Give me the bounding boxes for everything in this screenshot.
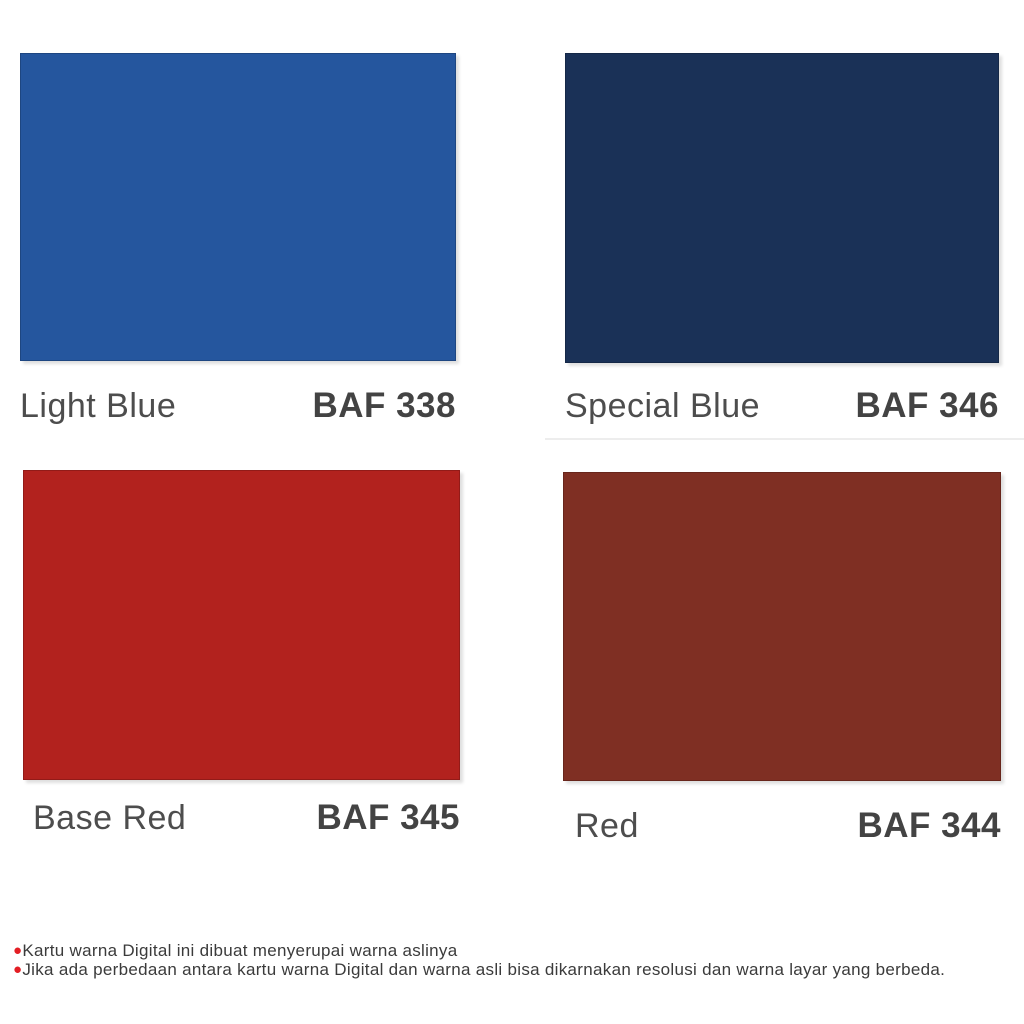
color-swatch — [565, 53, 999, 363]
swatch-code: BAF 345 — [316, 798, 460, 837]
swatch-name: Special Blue — [565, 387, 761, 425]
swatch-name: Light Blue — [20, 387, 177, 425]
color-swatch — [23, 470, 460, 780]
swatch-label-row: Base Red BAF 345 — [23, 798, 460, 838]
swatch-name: Base Red — [33, 799, 187, 837]
divider — [545, 438, 1024, 440]
disclaimer-line: ●Jika ada perbedaan antara kartu warna D… — [13, 960, 1013, 979]
swatch-label-row: Light Blue BAF 338 — [20, 386, 456, 426]
color-swatch — [20, 53, 456, 361]
disclaimer: ●Kartu warna Digital ini dibuat menyerup… — [13, 941, 1013, 979]
swatch-code: BAF 338 — [312, 386, 456, 425]
disclaimer-line: ●Kartu warna Digital ini dibuat menyerup… — [13, 941, 1013, 960]
bullet-icon: ● — [13, 961, 23, 978]
bullet-icon: ● — [13, 942, 23, 959]
swatch-label-row: Special Blue BAF 346 — [565, 386, 999, 426]
swatch-card-special-blue: Special Blue BAF 346 — [565, 53, 999, 426]
disclaimer-text: Kartu warna Digital ini dibuat menyerupa… — [22, 941, 458, 960]
swatch-card-base-red: Base Red BAF 345 — [23, 470, 460, 838]
color-swatch — [563, 472, 1001, 781]
swatch-label-row: Red BAF 344 — [563, 806, 1001, 846]
swatch-name: Red — [575, 807, 639, 845]
swatch-card-light-blue: Light Blue BAF 338 — [20, 53, 456, 426]
swatch-card-red: Red BAF 344 — [563, 472, 1001, 846]
swatch-code: BAF 346 — [855, 386, 999, 425]
swatch-code: BAF 344 — [857, 806, 1001, 845]
disclaimer-text: Jika ada perbedaan antara kartu warna Di… — [22, 960, 946, 979]
